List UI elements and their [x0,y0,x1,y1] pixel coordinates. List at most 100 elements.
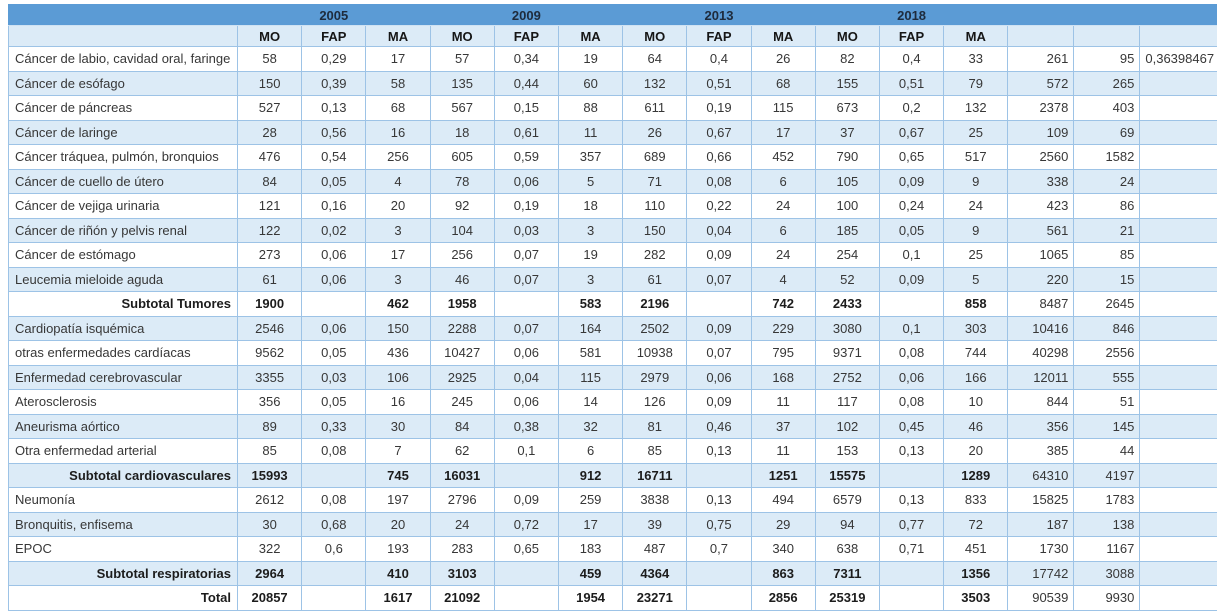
value-cell[interactable] [493,291,559,317]
value-cell[interactable]: 25 [943,242,1009,268]
value-cell[interactable]: 0,09 [878,168,945,194]
value-cell[interactable]: 61 [236,266,303,292]
value-cell[interactable]: 338 [1007,168,1075,194]
value-cell[interactable]: 0,13 [686,487,752,513]
value-cell[interactable]: 0,06 [493,168,559,194]
value-cell[interactable]: 3103 [429,560,495,586]
value-cell[interactable]: 0,6 [301,536,367,562]
value-cell[interactable]: 423 [1007,193,1075,219]
value-cell[interactable]: 12011 [1007,364,1075,390]
value-cell[interactable]: 833 [943,487,1009,513]
value-cell[interactable]: 57 [429,46,495,72]
row-label-cell[interactable]: Cáncer de cuello de útero [8,168,238,194]
value-cell[interactable]: 39 [622,511,688,537]
value-cell[interactable]: 742 [750,291,816,317]
value-cell[interactable]: 0,16 [301,193,367,219]
value-cell[interactable]: 126 [622,389,688,415]
value-cell[interactable]: 745 [365,462,431,488]
value-cell[interactable]: 0,68 [301,511,367,537]
measure-header[interactable]: MO [236,25,303,47]
blank-header-cell[interactable] [1139,4,1217,26]
value-cell[interactable]: 138 [1073,511,1141,537]
value-cell[interactable] [1139,217,1217,243]
value-cell[interactable]: 220 [1007,266,1075,292]
blank-header-cell[interactable] [1007,4,1075,26]
value-cell[interactable]: 85 [622,438,688,464]
value-cell[interactable]: 17 [365,46,431,72]
value-cell[interactable]: 51 [1073,389,1141,415]
value-cell[interactable]: 2378 [1007,95,1075,121]
value-cell[interactable]: 572 [1007,70,1075,96]
value-cell[interactable]: 638 [814,536,880,562]
measure-header[interactable]: MO [814,25,880,47]
value-cell[interactable]: 132 [943,95,1009,121]
value-cell[interactable]: 1251 [750,462,816,488]
measure-header[interactable]: MO [429,25,495,47]
value-cell[interactable]: 6 [557,438,624,464]
value-cell[interactable]: 115 [557,364,624,390]
measure-header[interactable]: MA [750,25,816,47]
value-cell[interactable]: 2752 [814,364,880,390]
value-cell[interactable] [1139,585,1217,611]
value-cell[interactable]: 436 [365,340,431,366]
row-label-cell[interactable]: Cáncer de páncreas [8,95,238,121]
year-header[interactable]: 2005 [237,4,431,26]
value-cell[interactable]: 7 [365,438,431,464]
value-cell[interactable]: 37 [750,413,816,439]
value-cell[interactable]: 79 [943,70,1009,96]
measure-header[interactable]: FAP [686,25,752,47]
blank-header-cell[interactable] [1007,25,1075,47]
value-cell[interactable]: 2502 [622,315,688,341]
year-header[interactable]: 2009 [429,4,624,26]
row-label-cell[interactable]: Aneurisma aórtico [8,413,238,439]
value-cell[interactable]: 4197 [1073,462,1141,488]
value-cell[interactable]: 0,03 [301,364,367,390]
value-cell[interactable]: 0,65 [493,536,559,562]
measure-header[interactable]: MO [622,25,688,47]
value-cell[interactable]: 2196 [622,291,688,317]
value-cell[interactable]: 1617 [365,585,431,611]
row-label-cell[interactable]: Total [8,585,238,611]
value-cell[interactable]: 94 [814,511,880,537]
value-cell[interactable]: 104 [429,217,495,243]
value-cell[interactable]: 24 [750,193,816,219]
value-cell[interactable]: 11 [557,119,624,145]
value-cell[interactable]: 0,4 [878,46,945,72]
value-cell[interactable] [493,560,559,586]
value-cell[interactable]: 0,51 [878,70,945,96]
value-cell[interactable]: 0,1 [878,315,945,341]
value-cell[interactable]: 16031 [429,462,495,488]
value-cell[interactable] [1139,438,1217,464]
value-cell[interactable]: 0,67 [686,119,752,145]
value-cell[interactable]: 273 [236,242,303,268]
value-cell[interactable]: 0,06 [301,315,367,341]
value-cell[interactable]: 10416 [1007,315,1075,341]
value-cell[interactable]: 26 [622,119,688,145]
value-cell[interactable]: 20 [943,438,1009,464]
value-cell[interactable]: 403 [1073,95,1141,121]
value-cell[interactable]: 11 [750,389,816,415]
value-cell[interactable]: 153 [814,438,880,464]
value-cell[interactable]: 10 [943,389,1009,415]
value-cell[interactable]: 2560 [1007,144,1075,170]
value-cell[interactable] [1139,340,1217,366]
value-cell[interactable]: 85 [1073,242,1141,268]
measure-header[interactable]: FAP [301,25,367,47]
value-cell[interactable]: 1954 [557,585,624,611]
value-cell[interactable]: 5 [943,266,1009,292]
value-cell[interactable]: 0,07 [493,266,559,292]
value-cell[interactable]: 0,07 [493,242,559,268]
value-cell[interactable]: 6579 [814,487,880,513]
value-cell[interactable]: 9562 [236,340,303,366]
value-cell[interactable]: 583 [557,291,624,317]
measure-header[interactable]: MA [943,25,1009,47]
value-cell[interactable]: 135 [429,70,495,96]
value-cell[interactable]: 0,54 [301,144,367,170]
value-cell[interactable]: 28 [236,119,303,145]
row-label-cell[interactable]: Cáncer tráquea, pulmón, bronquios [8,144,238,170]
value-cell[interactable]: 0,46 [686,413,752,439]
value-cell[interactable]: 673 [814,95,880,121]
value-cell[interactable]: 357 [557,144,624,170]
value-cell[interactable]: 385 [1007,438,1075,464]
value-cell[interactable]: 3 [557,217,624,243]
